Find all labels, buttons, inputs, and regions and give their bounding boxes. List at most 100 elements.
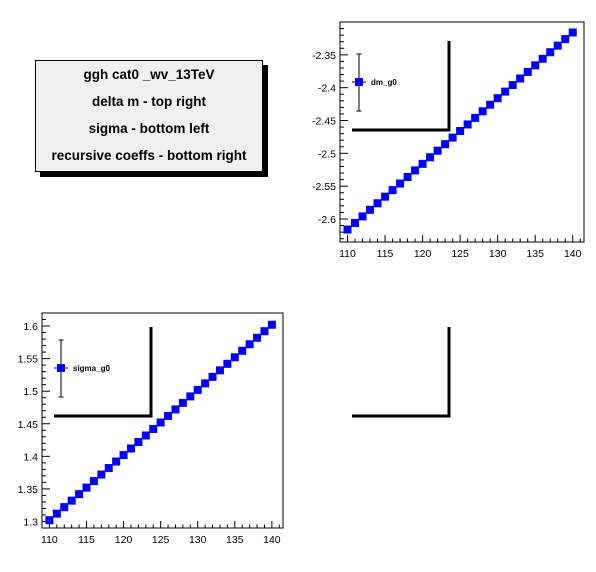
- sigma-y-tick-label: 1.55: [18, 354, 39, 366]
- sigma-data-point: [82, 483, 91, 492]
- sigma-y-tick-label: 1.6: [23, 321, 38, 333]
- sigma-data-point: [104, 464, 113, 473]
- dm-x-tick-label: 130: [489, 248, 507, 260]
- dm-legend-label: dm_g0: [371, 78, 397, 87]
- dm-data-point: [388, 186, 397, 195]
- sigma-x-tick-label: 135: [226, 534, 244, 546]
- sigma-data-point: [193, 385, 202, 394]
- dm-plot-frame: [339, 21, 585, 243]
- sigma-data-point: [186, 392, 195, 401]
- info-line-recursive-coeffs: recursive coeffs - bottom right: [51, 148, 247, 163]
- dm-x-tick-label: 110: [339, 248, 356, 260]
- info-line-title: ggh cat0 _wv_13TeV: [83, 67, 215, 82]
- sigma-data-point: [253, 333, 262, 342]
- sigma-x-tick-label: 115: [78, 534, 95, 546]
- dm-y-tick-label: -2.5: [318, 148, 336, 160]
- sigma-y-tick-label: 1.5: [23, 386, 38, 398]
- sigma-data-point: [238, 346, 247, 355]
- recursive-coeffs-legend-corner: [352, 327, 451, 418]
- dm-data-point: [508, 81, 517, 90]
- dm-data-point: [546, 48, 555, 57]
- sigma-data-point: [75, 490, 84, 499]
- dm-data-point: [403, 172, 412, 181]
- sigma-x-tick-label: 125: [152, 534, 170, 546]
- sigma-y-tick-label: 1.35: [18, 484, 39, 496]
- sigma-plot: 110 115 120 125 130 135 140 1.3 1.35 1.4 1.45 1.5 1.…: [18, 312, 284, 546]
- dm-data-point: [351, 218, 360, 227]
- dm-data-point: [433, 146, 442, 155]
- sigma-x-tick-label: 110: [41, 534, 58, 546]
- dm-x-tick-label: 115: [377, 248, 394, 260]
- sigma-data-point: [267, 320, 276, 329]
- dm-y-tick-label: -2.4: [318, 83, 336, 95]
- dm-x-tick-label: 135: [526, 248, 544, 260]
- dm-y-tick-label: -2.6: [318, 214, 336, 226]
- info-box: ggh cat0 _wv_13TeV delta m - top right s…: [35, 60, 263, 172]
- sigma-x-tick-label: 140: [263, 534, 281, 546]
- dm-data-point: [411, 166, 420, 175]
- sigma-data-point: [67, 496, 76, 505]
- sigma-data-point: [245, 340, 254, 349]
- sigma-legend-marker: [57, 364, 65, 372]
- dm-legend-marker: [355, 78, 363, 86]
- sigma-data-point: [164, 411, 173, 420]
- dm-data-point: [516, 74, 525, 83]
- dm-data-point: [501, 87, 510, 96]
- dm-data-point: [343, 225, 352, 234]
- sigma-y-tick-label: 1.3: [23, 516, 38, 528]
- dm-y-tick-label: -2.35: [312, 50, 336, 62]
- sigma-data-point: [178, 398, 187, 407]
- info-line-delta-m: delta m - top right: [92, 94, 206, 109]
- delta-m-plot: 110 115 120 125 130 135 140 -2.6 -2.55 -2.5 -2.45 -…: [312, 21, 585, 260]
- dm-data-point: [523, 67, 532, 76]
- sigma-data-point: [156, 418, 165, 427]
- dm-data-point: [456, 127, 465, 136]
- sigma-y-tick-label: 1.4: [23, 451, 38, 463]
- dm-x-tick-label: 140: [564, 248, 582, 260]
- sigma-data-point: [260, 327, 269, 336]
- dm-data-point: [381, 192, 390, 201]
- sigma-data-point: [52, 509, 61, 518]
- dm-data-point: [478, 107, 487, 116]
- sigma-data-point: [112, 457, 121, 466]
- sigma-data-point: [215, 366, 224, 375]
- dm-data-point: [418, 159, 427, 168]
- dm-legend-corner: [352, 41, 451, 132]
- sigma-legend-label: sigma_g0: [73, 364, 110, 373]
- dm-x-tick-label: 125: [451, 248, 469, 260]
- dm-data-point: [553, 41, 562, 50]
- sigma-data-point: [230, 353, 239, 362]
- dm-data-point: [358, 212, 367, 221]
- dm-data-point: [448, 133, 457, 142]
- sigma-x-tick-label: 130: [189, 534, 207, 546]
- sigma-data-point: [45, 516, 54, 525]
- dm-x-tick-label: 120: [414, 248, 432, 260]
- sigma-data-point: [126, 444, 135, 453]
- dm-data-point: [486, 100, 495, 109]
- sigma-legend-corner: [54, 327, 153, 418]
- sigma-x-tick-label: 120: [115, 534, 133, 546]
- dm-data-point: [568, 28, 577, 37]
- sigma-data-point: [149, 424, 158, 433]
- dm-data-point: [426, 153, 435, 162]
- dm-y-tick-label: -2.45: [312, 116, 336, 128]
- dm-data-point: [373, 199, 382, 208]
- sigma-plot-frame: [41, 312, 284, 529]
- sigma-data-point: [223, 359, 232, 368]
- dm-y-tick-label: -2.55: [312, 181, 336, 193]
- dm-data-point: [493, 94, 502, 103]
- dm-data-point: [396, 179, 405, 188]
- sigma-data-point: [201, 379, 210, 388]
- sigma-data-point: [89, 477, 98, 486]
- sigma-data-point: [119, 451, 128, 460]
- info-line-sigma: sigma - bottom left: [88, 121, 210, 136]
- sigma-data-point: [141, 431, 150, 440]
- dm-data-point: [366, 205, 375, 214]
- sigma-y-tick-label: 1.45: [18, 419, 39, 431]
- dm-data-point: [441, 140, 450, 149]
- dm-data-point: [463, 120, 472, 129]
- dm-data-point: [471, 113, 480, 122]
- sigma-data-point: [97, 470, 106, 479]
- sigma-data-point: [208, 372, 217, 381]
